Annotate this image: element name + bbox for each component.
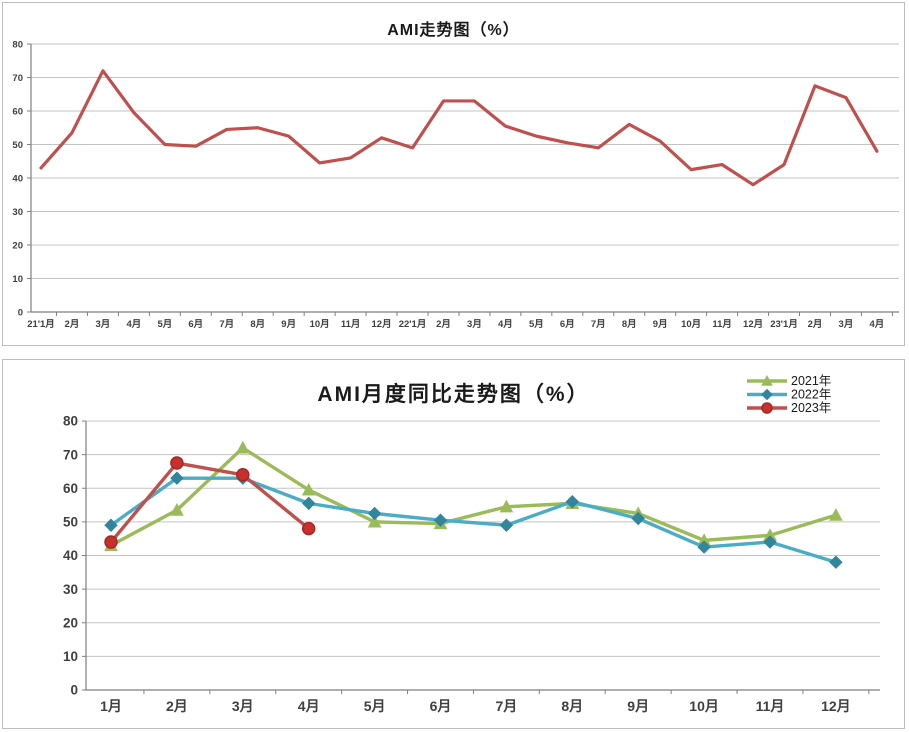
x-tick-label: 10月 [681, 319, 701, 330]
x-tick-label: 6月 [560, 319, 575, 330]
series-2021年-marker [829, 508, 843, 521]
x-tick-label: 9月 [627, 698, 649, 714]
x-tick-label: 10月 [310, 319, 330, 330]
x-tick-label: 6月 [430, 698, 452, 714]
x-tick-label: 11月 [756, 698, 785, 714]
x-tick-label: 7月 [496, 698, 518, 714]
x-tick-label: 8月 [250, 319, 265, 330]
ami-yoy-chart-title: AMI月度同比走势图（%） [317, 383, 590, 406]
series-2022年-marker [367, 506, 382, 521]
x-tick-label: 1月 [100, 698, 122, 714]
legend-2023年-marker [761, 402, 773, 414]
series-2021年-marker [367, 514, 382, 528]
x-tick-label: 11月 [712, 319, 732, 330]
legend-2021年-label: 2021年 [791, 374, 831, 388]
y-tick-label: 50 [12, 140, 23, 151]
y-tick-label: 30 [63, 582, 78, 597]
series-2021年-marker [235, 440, 250, 454]
x-tick-label: 3月 [839, 319, 854, 330]
series-2023年-marker [236, 468, 250, 482]
y-tick-label: 0 [70, 683, 78, 698]
x-tick-label: 4月 [126, 319, 141, 330]
series-2023年-marker [170, 456, 184, 470]
x-tick-label: 2月 [808, 319, 823, 330]
x-tick-label: 8月 [561, 698, 583, 714]
y-tick-label: 40 [12, 173, 23, 184]
series-2023年-line [109, 461, 311, 544]
y-tick-label: 30 [12, 207, 23, 218]
x-tick-label: 4月 [298, 698, 320, 714]
series-2022年-marker [499, 518, 514, 532]
x-tick-label: 2月 [166, 698, 188, 714]
series-2022年-marker [104, 518, 118, 532]
series-2023年-marker [104, 535, 118, 549]
series-2022年-line [109, 476, 838, 564]
x-tick-label: 11月 [341, 319, 361, 330]
ami-trend-chart: 0 10 20 30 40 50 60 70 80 21'1月 2月 3月 4月 5月 6月 7月 8月 9月 10… [12, 39, 899, 330]
y-tick-label: 20 [63, 615, 78, 630]
x-tick-label: 2月 [65, 319, 80, 330]
legend-2021年-marker [761, 374, 773, 386]
ami-trend-chart-card: AMI走势图（%） 0 10 20 30 40 50 60 70 80 21'1月 2月 3月 4月 5月… [2, 2, 905, 346]
x-tick-label: 12月 [743, 319, 763, 330]
x-tick-label: 9月 [653, 319, 668, 330]
y-tick-label: 80 [63, 414, 78, 429]
y-tick-label: 50 [63, 515, 78, 530]
series-2022年-marker [697, 540, 711, 554]
series-2022年-marker [565, 494, 580, 509]
x-tick-label: 7月 [591, 319, 606, 330]
series-2022年-marker [829, 555, 843, 569]
legend-2022年-label: 2022年 [791, 388, 831, 402]
legend-2022年-marker [761, 388, 773, 401]
y-tick-label: 60 [63, 481, 78, 496]
y-tick-label: 20 [12, 240, 23, 251]
y-tick-label: 10 [63, 649, 78, 664]
x-tick-label: 7月 [219, 319, 234, 330]
x-tick-label: 3月 [96, 319, 111, 330]
x-tick-label: 12月 [372, 319, 392, 330]
y-tick-label: 0 [18, 307, 23, 318]
series-2021年-marker [499, 499, 514, 513]
x-tick-label: 5月 [364, 698, 386, 714]
x-tick-label: 3月 [467, 319, 482, 330]
x-tick-label: 5月 [529, 319, 544, 330]
ami-trend-chart-title: AMI走势图（%） [387, 22, 520, 39]
series-2022年-marker [433, 513, 448, 527]
x-tick-label: 23'1月 [770, 319, 798, 330]
x-tick-label: 5月 [157, 319, 172, 330]
series-2022年-marker [631, 511, 645, 526]
series-2023年-marker [301, 521, 316, 536]
series-AMI-line [39, 69, 879, 187]
x-tick-label: 9月 [281, 319, 296, 330]
legend-2023年-label: 2023年 [791, 401, 831, 415]
series-2022年-marker [301, 496, 316, 511]
series-2022年-marker [763, 535, 777, 549]
x-tick-label: 8月 [622, 319, 637, 330]
series-2021年-marker [301, 482, 316, 496]
y-tick-label: 70 [12, 73, 23, 84]
y-tick-label: 80 [12, 39, 23, 50]
y-tick-label: 10 [12, 274, 23, 285]
series-2021年-marker [170, 503, 184, 516]
x-tick-label: 2月 [436, 319, 451, 330]
x-tick-label: 12月 [821, 698, 851, 714]
series-2022年-marker [170, 471, 184, 485]
x-tick-label: 10月 [689, 698, 719, 714]
x-tick-label: 22'1月 [399, 319, 427, 330]
series-2021年-line [109, 446, 838, 548]
x-tick-label: 6月 [188, 319, 203, 330]
y-tick-label: 60 [12, 106, 23, 117]
x-tick-label: 4月 [870, 319, 885, 330]
x-tick-label: 21'1月 [27, 319, 55, 330]
ami-yoy-chart-card: AMI月度同比走势图（%） 0 10 20 30 40 50 60 70 80 1月 2月 3月 4月 5… [2, 359, 905, 729]
y-tick-label: 70 [63, 447, 78, 462]
y-tick-label: 40 [63, 548, 78, 563]
ami-yoy-chart: 0 10 20 30 40 50 60 70 80 1月 2月 3月 4月 5月 6月 7月 8月 9月 10月 11… [63, 374, 880, 714]
x-tick-label: 3月 [232, 698, 254, 714]
x-tick-label: 4月 [498, 319, 513, 330]
